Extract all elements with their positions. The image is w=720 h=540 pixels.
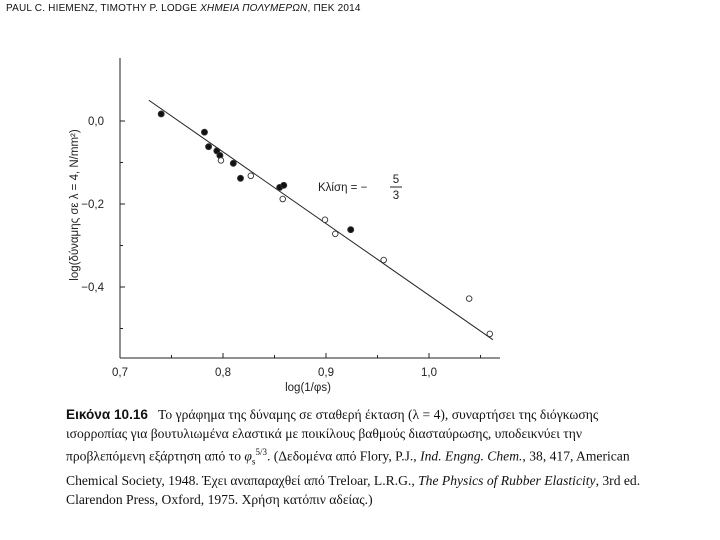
slope-annotation: Κλίση = − 5 3 bbox=[318, 174, 402, 202]
header-suffix: , ΠΕΚ 2014 bbox=[307, 3, 361, 14]
data-point-open bbox=[332, 230, 339, 238]
slope-numerator: 5 bbox=[393, 174, 399, 186]
data-point-filled bbox=[347, 226, 355, 234]
data-points bbox=[157, 110, 494, 338]
data-point-open bbox=[279, 195, 286, 203]
header-authors: PAUL C. HIEMENZ, TIMOTHY P. LODGE bbox=[6, 3, 201, 14]
fit-line bbox=[148, 99, 494, 341]
caption-book-title: The Physics of Rubber Elasticity bbox=[418, 473, 596, 489]
data-point-open bbox=[380, 256, 387, 264]
caption-phi-sup: 5/3 bbox=[255, 447, 267, 457]
caption-journal: Ind. Engng. Chem. bbox=[420, 448, 523, 464]
figure-caption: Εικόνα 10.16 Το γράφημα της δύναμης σε στ… bbox=[66, 405, 656, 509]
y-axis-label: log(δύναμης σε λ = 4, N/mm²) bbox=[69, 129, 81, 281]
x-tick-label: 0,8 bbox=[215, 367, 231, 379]
data-point-filled bbox=[201, 128, 208, 136]
slope-denominator: 3 bbox=[393, 190, 399, 202]
page-header: PAUL C. HIEMENZ, TIMOTHY P. LODGE ΧΗΜΕΙΑ… bbox=[6, 3, 361, 14]
caption-text-3: , 38, 417, American Chemical Society, 19… bbox=[66, 448, 630, 489]
header-book-title: ΧΗΜΕΙΑ ΠΟΛΥΜΕΡΩΝ bbox=[200, 3, 308, 14]
scatter-chart: 0,7 0,8 0,9 1,0 0,0 −0,2 −0,4 log(δύναμης σε λ… bbox=[69, 58, 500, 394]
caption-text-4: , 3rd ed. Clarendon Press, Oxford, 1975.… bbox=[66, 473, 641, 508]
caption-phi: φ bbox=[244, 448, 252, 464]
x-axis-label: log(1/φs) bbox=[285, 382, 331, 394]
caption-text-2: . (Δεδομένα από Flory, P.J., bbox=[266, 448, 421, 464]
x-tick-label: 0,7 bbox=[112, 367, 128, 379]
y-tick-label: 0,0 bbox=[88, 116, 104, 128]
data-point-filled bbox=[280, 181, 288, 189]
slope-label: Κλίση = − bbox=[318, 182, 368, 194]
data-point-open bbox=[486, 330, 494, 338]
caption-text-1: Το γράφημα της δύναμης σε σταθερή έκταση… bbox=[66, 407, 599, 464]
data-point-filled bbox=[229, 159, 237, 167]
axis-ticks: 0,7 0,8 0,9 1,0 0,0 −0,2 −0,4 bbox=[81, 116, 481, 379]
x-tick-label: 1,0 bbox=[421, 367, 437, 379]
data-point-filled bbox=[157, 110, 165, 118]
data-point-open bbox=[247, 172, 255, 180]
y-tick-label: −0,2 bbox=[81, 199, 104, 211]
data-point-filled bbox=[213, 147, 221, 155]
data-point-filled bbox=[237, 174, 244, 182]
data-point-filled bbox=[205, 143, 213, 151]
figure-label: Εικόνα 10.16 bbox=[66, 407, 148, 422]
data-point-open bbox=[465, 295, 473, 302]
x-tick-label: 0,9 bbox=[318, 367, 334, 379]
data-point-open bbox=[217, 157, 225, 164]
data-point-open bbox=[321, 216, 329, 224]
caption-phi-sub: s bbox=[251, 456, 256, 467]
y-tick-label: −0,4 bbox=[81, 282, 104, 294]
